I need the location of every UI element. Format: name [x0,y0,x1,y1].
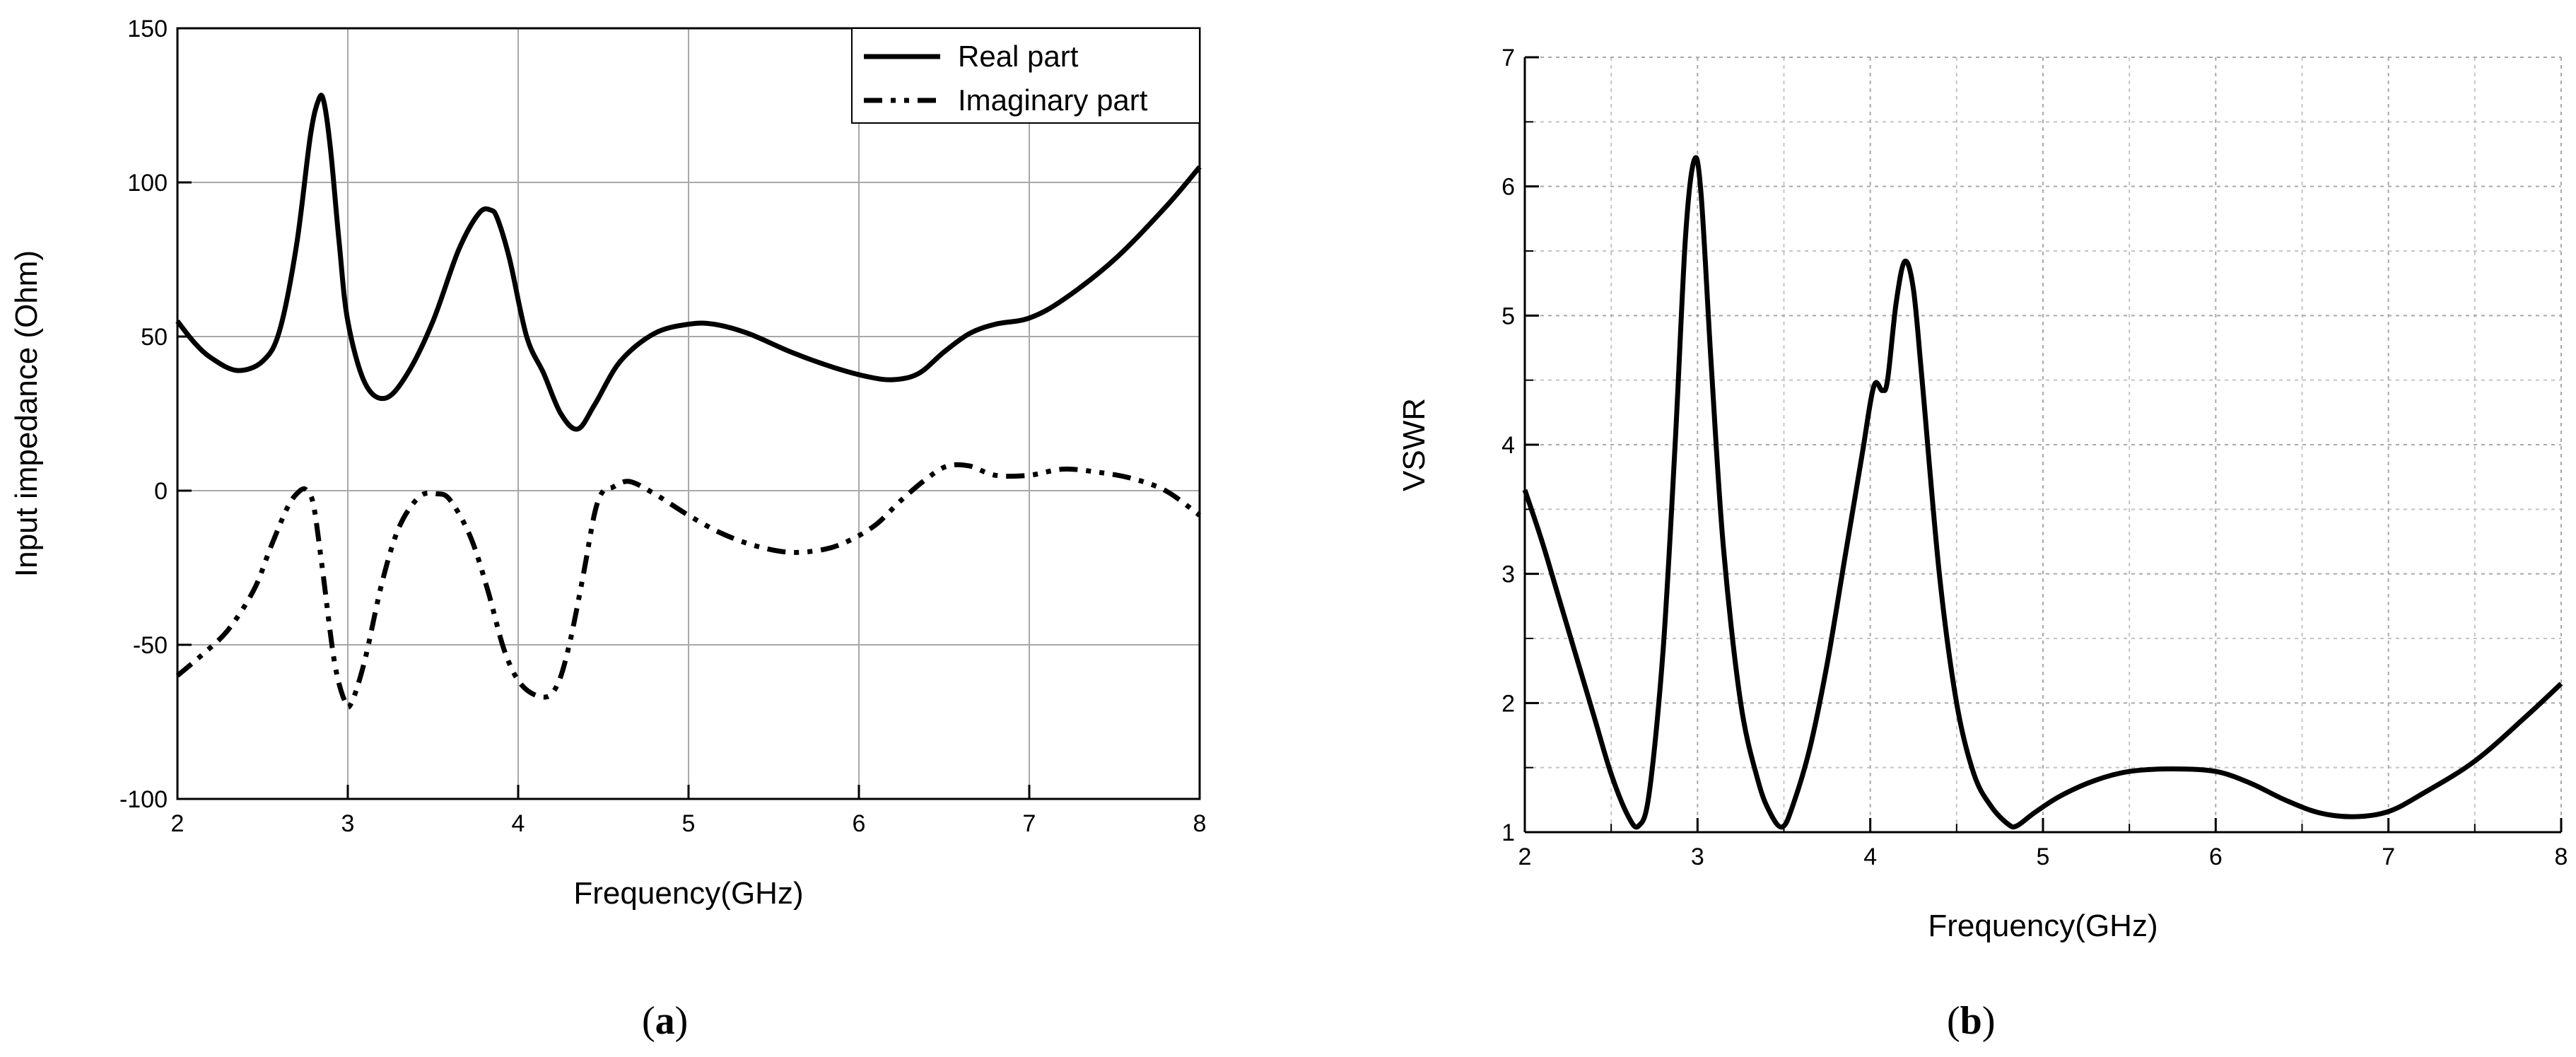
chart-a-legend-box [851,28,1200,124]
chart-a-ylabel: Input impedance (Ohm) [9,250,44,577]
y-tick-label: 1 [1501,819,1515,846]
y-tick-label: 0 [154,478,168,505]
x-tick-label: 3 [341,810,355,837]
y-tick-label: 3 [1501,561,1515,588]
chart-a-lines [175,93,1202,710]
x-tick-label: 8 [1193,810,1207,837]
series-line-b-0 [1522,155,2563,830]
panel-letter-b: b [1960,999,1982,1043]
y-tick-label: 2 [1501,690,1515,717]
x-tick-label: 2 [171,810,185,837]
x-tick-label: 5 [2037,843,2050,870]
x-tick-label: 2 [1518,843,1532,870]
legend-label-imag: Imaginary part [958,83,1148,117]
y-tick-label: 150 [127,16,168,42]
x-tick-label: 8 [2555,843,2568,870]
y-tick-label: 4 [1501,432,1515,459]
y-tick-label: 100 [127,170,168,197]
chart-a-legend: Real part Imaginary part [851,28,1200,124]
chart-a-xlabel: Frequency(GHz) [573,876,803,911]
series-line-a-1 [175,462,1202,710]
x-tick-label: 4 [512,810,525,837]
legend-label-real: Real part [958,40,1079,73]
x-tick-label: 5 [682,810,696,837]
chart-b-grid [1524,57,2562,833]
y-tick-label: 6 [1501,174,1515,201]
chart-a: 2 3 4 5 6 7 8 -100 -50 0 50 100 150 Frequency(GHz) I… [9,16,1206,1043]
panel-label-a: (a) [642,999,688,1043]
y-tick-label: 5 [1501,303,1515,329]
x-tick-label: 7 [1023,810,1036,837]
chart-b-xlabel: Frequency(GHz) [1928,909,2158,943]
x-tick-label: 6 [853,810,866,837]
chart-b-lines [1522,155,2563,830]
x-tick-label: 7 [2382,843,2395,870]
x-tick-label: 3 [1691,843,1704,870]
x-tick-label: 6 [2209,843,2223,870]
y-tick-label: -50 [133,632,168,659]
x-tick-label: 4 [1863,843,1877,870]
panel-letter-a: a [655,999,675,1043]
y-tick-label: 7 [1501,45,1515,71]
chart-b-ylabel: VSWR [1397,398,1432,491]
panel-label-b: (b) [1947,999,1995,1043]
series-line-a-0 [175,93,1202,432]
y-tick-label: -100 [119,786,168,813]
y-tick-label: 50 [141,324,168,351]
chart-a-ticks: 2 3 4 5 6 7 8 -100 -50 0 50 100 150 [119,16,1207,837]
